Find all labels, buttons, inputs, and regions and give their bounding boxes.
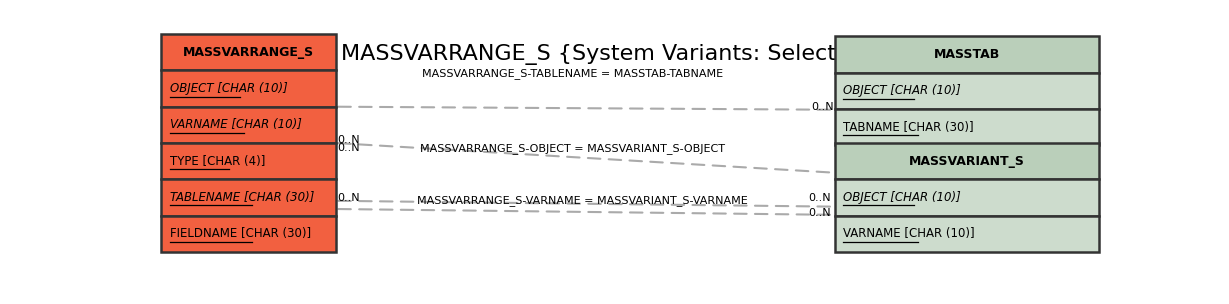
Text: OBJECT [CHAR (10)]: OBJECT [CHAR (10)] (843, 85, 961, 97)
Text: 0..N: 0..N (338, 135, 360, 145)
Bar (161, 216, 336, 252)
Text: FIELDNAME [CHAR (30)]: FIELDNAME [CHAR (30)] (170, 227, 311, 240)
Text: MASSVARRANGE_S: MASSVARRANGE_S (183, 46, 313, 59)
Text: 0..N: 0..N (338, 193, 360, 203)
Text: 0..N: 0..N (807, 208, 831, 217)
Bar (161, 34, 336, 71)
Text: OBJECT [CHAR (10)]: OBJECT [CHAR (10)] (843, 191, 961, 204)
Text: TABNAME [CHAR (30)]: TABNAME [CHAR (30)] (843, 121, 973, 134)
Bar (834, 73, 1100, 109)
Bar (834, 109, 1100, 145)
Text: 0..N: 0..N (811, 102, 833, 112)
Text: MASSVARRANGE_S-VARNAME = MASSVARIANT_S-VARNAME: MASSVARRANGE_S-VARNAME = MASSVARIANT_S-V… (417, 195, 747, 206)
Bar (834, 143, 1100, 179)
Text: MASSVARRANGE_S-OBJECT = MASSVARIANT_S-OBJECT: MASSVARRANGE_S-OBJECT = MASSVARIANT_S-OB… (420, 143, 725, 154)
Text: TABLENAME [CHAR (30)]: TABLENAME [CHAR (30)] (170, 191, 315, 204)
Bar (834, 216, 1100, 252)
Text: 0..N: 0..N (807, 193, 831, 203)
Bar (161, 71, 336, 107)
Text: VARNAME [CHAR (10)]: VARNAME [CHAR (10)] (843, 227, 975, 240)
Text: VARNAME [CHAR (10)]: VARNAME [CHAR (10)] (170, 118, 301, 131)
Bar (161, 143, 336, 179)
Text: MASSVARRANGE_S-TABLENAME = MASSTAB-TABNAME: MASSVARRANGE_S-TABLENAME = MASSTAB-TABNA… (422, 68, 724, 79)
Bar (161, 107, 336, 143)
Bar (834, 36, 1100, 73)
Text: 0..N: 0..N (338, 143, 360, 153)
Text: MASSTAB: MASSTAB (934, 48, 1000, 61)
Text: OBJECT [CHAR (10)]: OBJECT [CHAR (10)] (170, 82, 288, 95)
Text: SAP ABAP table MASSVARRANGE_S {System Variants: Selection Options (Ranges)}: SAP ABAP table MASSVARRANGE_S {System Va… (161, 43, 1084, 64)
Bar (834, 179, 1100, 216)
Text: TYPE [CHAR (4)]: TYPE [CHAR (4)] (170, 155, 265, 168)
Text: MASSVARIANT_S: MASSVARIANT_S (909, 155, 1025, 168)
Bar (161, 179, 336, 216)
